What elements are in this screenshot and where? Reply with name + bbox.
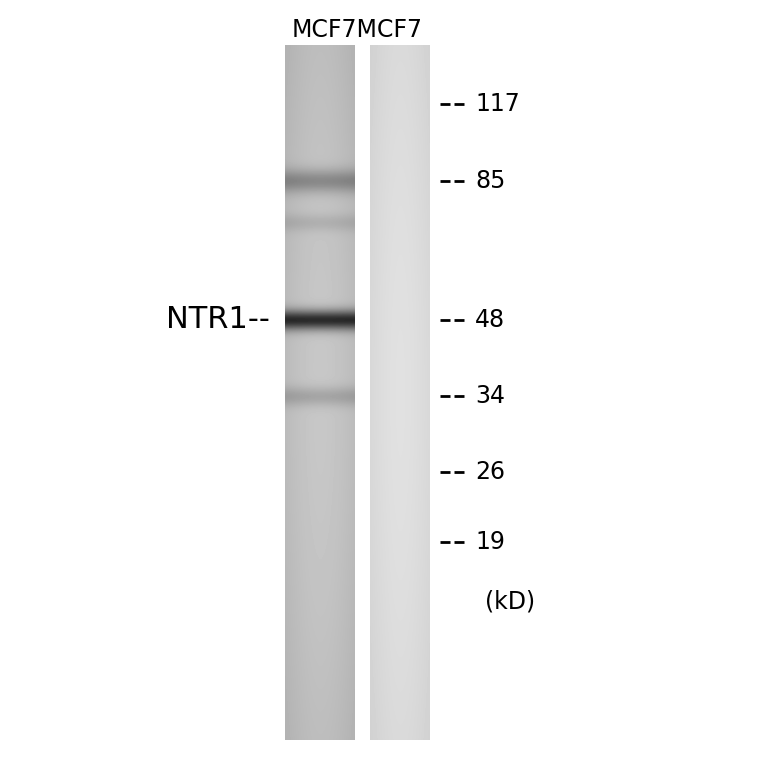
- Text: 34: 34: [475, 384, 505, 408]
- Text: 48: 48: [475, 308, 505, 332]
- Text: 117: 117: [475, 92, 520, 116]
- Text: 19: 19: [475, 530, 505, 554]
- Text: 85: 85: [475, 169, 505, 193]
- Text: MCF7MCF7: MCF7MCF7: [292, 18, 423, 42]
- Text: NTR1--: NTR1--: [166, 305, 270, 334]
- Text: (kD): (kD): [485, 589, 535, 613]
- Text: 26: 26: [475, 461, 505, 484]
